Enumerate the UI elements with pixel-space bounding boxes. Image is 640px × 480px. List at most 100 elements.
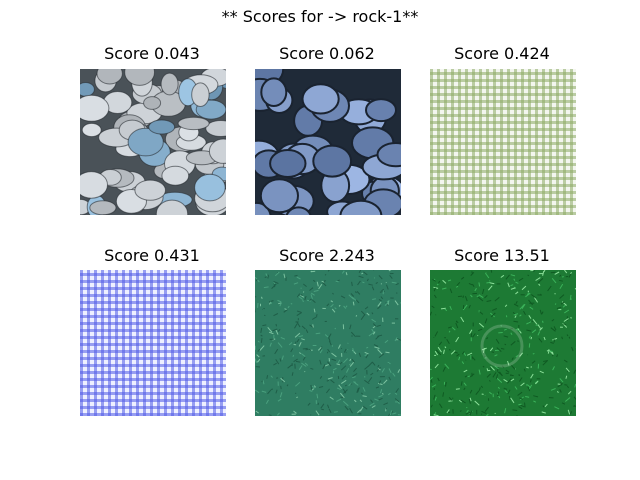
grass-blade — [494, 365, 499, 370]
grass-blade — [440, 307, 446, 310]
grass-blade — [273, 313, 279, 317]
grass-blade — [265, 399, 269, 404]
grass-blade — [296, 338, 300, 343]
grass-blade — [458, 399, 463, 403]
grass-blade — [354, 381, 357, 385]
grass-blade — [488, 379, 491, 382]
grass-blade — [497, 391, 500, 395]
grass-blade — [377, 305, 382, 310]
grass-blade — [494, 354, 498, 357]
grass-blade — [521, 285, 527, 291]
grass-blade — [448, 330, 451, 333]
grass-blade — [279, 392, 283, 398]
grass-blade — [570, 272, 573, 275]
grass-blade — [515, 291, 519, 295]
watermark-seal — [480, 324, 524, 368]
grass-blade — [280, 377, 286, 383]
grass-blade — [430, 311, 432, 316]
grass-blade — [489, 312, 495, 318]
pebble-shape — [134, 179, 166, 201]
grass-blade — [542, 360, 549, 366]
grass-blade — [298, 365, 303, 370]
grass-blade — [342, 400, 349, 407]
grass-blade — [331, 352, 337, 358]
grass-blade — [352, 301, 355, 306]
grass-blade — [557, 383, 563, 388]
grass-blade — [504, 408, 507, 414]
grass-blade — [363, 271, 368, 276]
grass-blade — [574, 287, 576, 290]
grass-blade — [267, 326, 273, 333]
grass-blade — [500, 274, 505, 278]
grass-blade — [290, 348, 294, 353]
grass-blade — [287, 364, 293, 369]
grass-blade — [542, 320, 544, 323]
grass-blade — [542, 405, 545, 408]
grass-blade — [304, 295, 307, 301]
grass-blade — [318, 283, 323, 290]
grass-blade — [370, 399, 374, 403]
grass-blade — [550, 388, 556, 391]
grass-blade — [383, 402, 389, 406]
grass-blade — [273, 280, 279, 284]
grass-blade — [332, 292, 334, 295]
grass-blade — [364, 365, 369, 370]
grass-blade — [559, 274, 562, 277]
pebble-shape — [208, 138, 226, 164]
grass-blade — [474, 400, 480, 406]
pebble-shape — [80, 94, 110, 122]
grass-blade — [294, 274, 298, 277]
grass-blade — [496, 347, 502, 352]
grass-blade — [468, 398, 471, 404]
grass-blade — [335, 280, 339, 283]
grass-blade — [320, 403, 325, 409]
grass-blade — [345, 272, 348, 276]
grass-blade — [360, 310, 366, 316]
grass-blade — [356, 387, 359, 393]
grass-blade — [515, 328, 521, 332]
grass-blade — [497, 386, 500, 389]
grass-blade — [511, 357, 514, 360]
grass-blade — [459, 410, 462, 412]
grass-blade — [541, 411, 546, 414]
grass-blade — [391, 281, 397, 284]
pebble-shape — [191, 82, 210, 108]
grass-blade — [317, 346, 322, 351]
grass-blade — [364, 379, 370, 385]
grass-blade — [510, 378, 515, 382]
grass-blade — [569, 294, 572, 300]
grass-blade — [494, 297, 500, 302]
grass-blade — [430, 376, 433, 381]
grass-blade — [349, 408, 353, 414]
grass-blade — [327, 404, 330, 409]
grass-blade — [295, 360, 301, 363]
grass-blade — [478, 282, 481, 287]
grass-blade — [275, 389, 278, 394]
grass-blade — [364, 353, 368, 357]
grass-blade — [305, 348, 309, 351]
grass-blade — [489, 282, 495, 285]
grass-blade — [343, 389, 348, 394]
grass-blade — [438, 403, 443, 409]
grass-blade — [559, 294, 565, 299]
panel-score-label: Score 0.062 — [279, 44, 375, 63]
grass-blade — [492, 372, 497, 378]
grass-blade — [466, 352, 473, 356]
grass-blade — [357, 409, 362, 414]
grass-blade — [342, 388, 347, 394]
grass-blade — [543, 270, 546, 272]
grass-blade — [317, 402, 319, 406]
grass-blade — [519, 397, 523, 400]
grass-blade — [370, 372, 374, 376]
grass-blade — [563, 318, 569, 322]
grass-blade — [469, 373, 475, 378]
grass-blade — [505, 274, 510, 280]
grass-blade — [348, 294, 355, 300]
grass-blade — [266, 375, 269, 379]
grass-blade — [533, 395, 539, 398]
pebbles-texture-image — [80, 69, 226, 215]
grass-blade — [486, 337, 489, 340]
grass-blade — [482, 288, 485, 295]
grass-blade — [556, 354, 559, 358]
grass-blade — [527, 274, 530, 277]
